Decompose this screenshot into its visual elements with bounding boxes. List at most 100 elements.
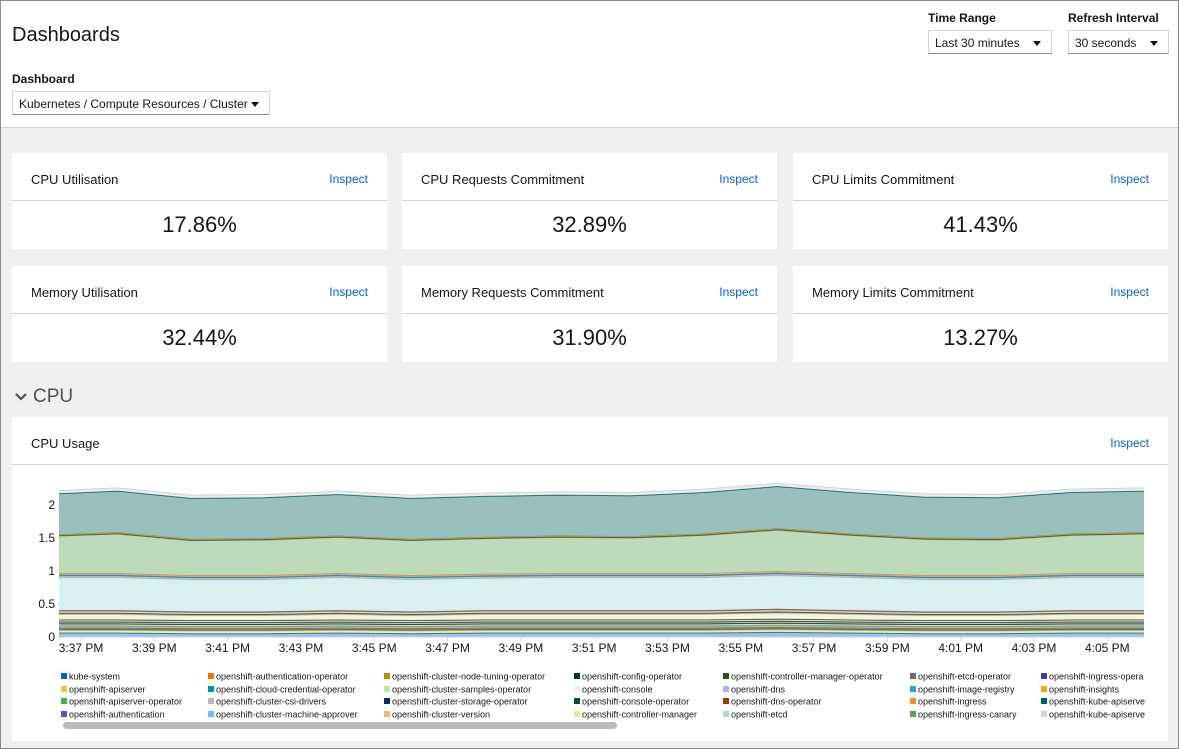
area-line (59, 628, 1144, 631)
stat-card: CPU Utilisation Inspect 17.86% (12, 153, 387, 249)
area (59, 623, 1144, 627)
area (59, 611, 1144, 616)
area-line (59, 626, 1144, 629)
x-tick-label: 3:57 PM (792, 641, 837, 655)
card-header: Memory Limits Commitment Inspect (793, 266, 1168, 314)
area (59, 621, 1144, 625)
y-tick-label: 1.5 (38, 531, 55, 545)
card-value: 32.89% (552, 212, 627, 237)
legend-label: openshift-insights (1049, 685, 1120, 695)
inspect-link[interactable]: Inspect (1110, 172, 1149, 186)
legend-swatch (61, 686, 67, 692)
legend-swatch (61, 673, 67, 679)
inspect-link[interactable]: Inspect (1110, 285, 1149, 299)
legend-label: openshift-dns-operator (731, 697, 822, 707)
area-line (59, 622, 1144, 625)
area (59, 575, 1144, 612)
card-header: Memory Utilisation Inspect (12, 266, 387, 314)
legend-label: openshift-cloud-credential-operator (216, 685, 356, 695)
card-header: CPU Requests Commitment Inspect (402, 153, 777, 201)
panel-title: CPU Usage (31, 436, 100, 451)
area-line (59, 608, 1144, 613)
x-tick-label: 3:41 PM (205, 641, 250, 655)
refresh-label: Refresh Interval (1068, 11, 1159, 25)
area-line (59, 623, 1144, 626)
legend-label: openshift-authentication (69, 710, 165, 720)
y-tick-label: 0.5 (38, 597, 55, 611)
area-line (59, 629, 1144, 632)
card-value: 41.43% (943, 212, 1018, 237)
card-value: 31.90% (552, 325, 627, 350)
legend-label: openshift-kube-apiserve (1049, 697, 1145, 707)
area-line (58, 528, 1145, 541)
legend-swatch (384, 673, 390, 679)
legend-label: openshift-ingress (918, 697, 987, 707)
section-header[interactable]: CPU (15, 386, 73, 408)
legend-swatch (208, 698, 214, 704)
x-tick-label: 4:01 PM (938, 641, 983, 655)
area-line (59, 625, 1144, 629)
inspect-link[interactable]: Inspect (329, 285, 368, 299)
area (59, 571, 1144, 577)
card-value: 32.44% (162, 325, 237, 350)
area-line (59, 611, 1144, 616)
legend-label: openshift-ingress-opera (1049, 672, 1144, 682)
page-title: Dashboards (12, 24, 120, 46)
legend-label: openshift-ingress-canary (918, 710, 1017, 720)
legend-label: openshift-image-registry (918, 685, 1015, 695)
area (59, 486, 1144, 540)
area-line (59, 625, 1144, 628)
area-line (59, 621, 1144, 624)
legend-swatch (574, 686, 580, 692)
card-title: CPU Limits Commitment (812, 172, 955, 187)
card-title: Memory Limits Commitment (812, 285, 974, 300)
legend-label: openshift-cluster-machine-approver (216, 710, 358, 720)
x-tick-label: 3:39 PM (132, 641, 177, 655)
card-header: Memory Requests Commitment Inspect (402, 266, 777, 314)
y-tick-label: 2 (48, 498, 55, 512)
refresh-select[interactable]: 30 seconds (1068, 30, 1169, 54)
x-tick-label: 3:53 PM (645, 641, 690, 655)
area-line (59, 575, 1144, 581)
dashboard-select[interactable]: Kubernetes / Compute Resources / Cluster (12, 91, 270, 115)
cpu-usage-chart: 0 0.5 1 1.5 2 3:37 PM 3:39 PM 3:41 PM 3:43 PM 3:4… (38, 482, 1145, 729)
legend-label: openshift-config-operator (582, 672, 682, 682)
time-range-label: Time Range (928, 11, 996, 25)
area (59, 530, 1144, 576)
area-line (58, 482, 1145, 496)
card-title: Memory Requests Commitment (421, 285, 604, 300)
legend-swatch (208, 686, 214, 692)
legend-swatch (723, 711, 729, 717)
time-range-select[interactable]: Last 30 minutes (928, 30, 1052, 54)
inspect-link[interactable]: Inspect (719, 285, 758, 299)
legend-swatch (384, 686, 390, 692)
area-line (59, 631, 1144, 635)
legend-swatch (910, 686, 916, 692)
legend-swatch (1041, 711, 1047, 717)
area-line (59, 572, 1144, 578)
legend-swatch (574, 698, 580, 704)
area-line (59, 627, 1144, 631)
inspect-link[interactable]: Inspect (719, 172, 758, 186)
x-tick-label: 3:55 PM (718, 641, 763, 655)
area (59, 483, 1144, 499)
stat-card: Memory Requests Commitment Inspect 31.90% (402, 266, 777, 362)
area (59, 573, 1144, 580)
card-title: CPU Utilisation (31, 172, 119, 187)
stat-card: CPU Requests Commitment Inspect 32.89% (402, 153, 777, 249)
legend-label: openshift-dns (731, 685, 786, 695)
area-line (59, 627, 1144, 630)
legend-swatch (384, 711, 390, 717)
x-tick-label: 3:47 PM (425, 641, 470, 655)
legend-swatch (1041, 698, 1047, 704)
area (59, 609, 1144, 615)
panel-header: CPU Usage Inspect (12, 417, 1168, 465)
legend-label: openshift-kube-apiserve (1049, 710, 1145, 720)
legend-label: openshift-apiserver (69, 685, 146, 695)
legend-label: kube-system (69, 672, 120, 682)
stat-card: CPU Limits Commitment Inspect 41.43% (793, 153, 1168, 249)
inspect-link[interactable]: Inspect (329, 172, 368, 186)
inspect-link[interactable]: Inspect (1110, 436, 1149, 450)
area-line (58, 529, 1145, 542)
